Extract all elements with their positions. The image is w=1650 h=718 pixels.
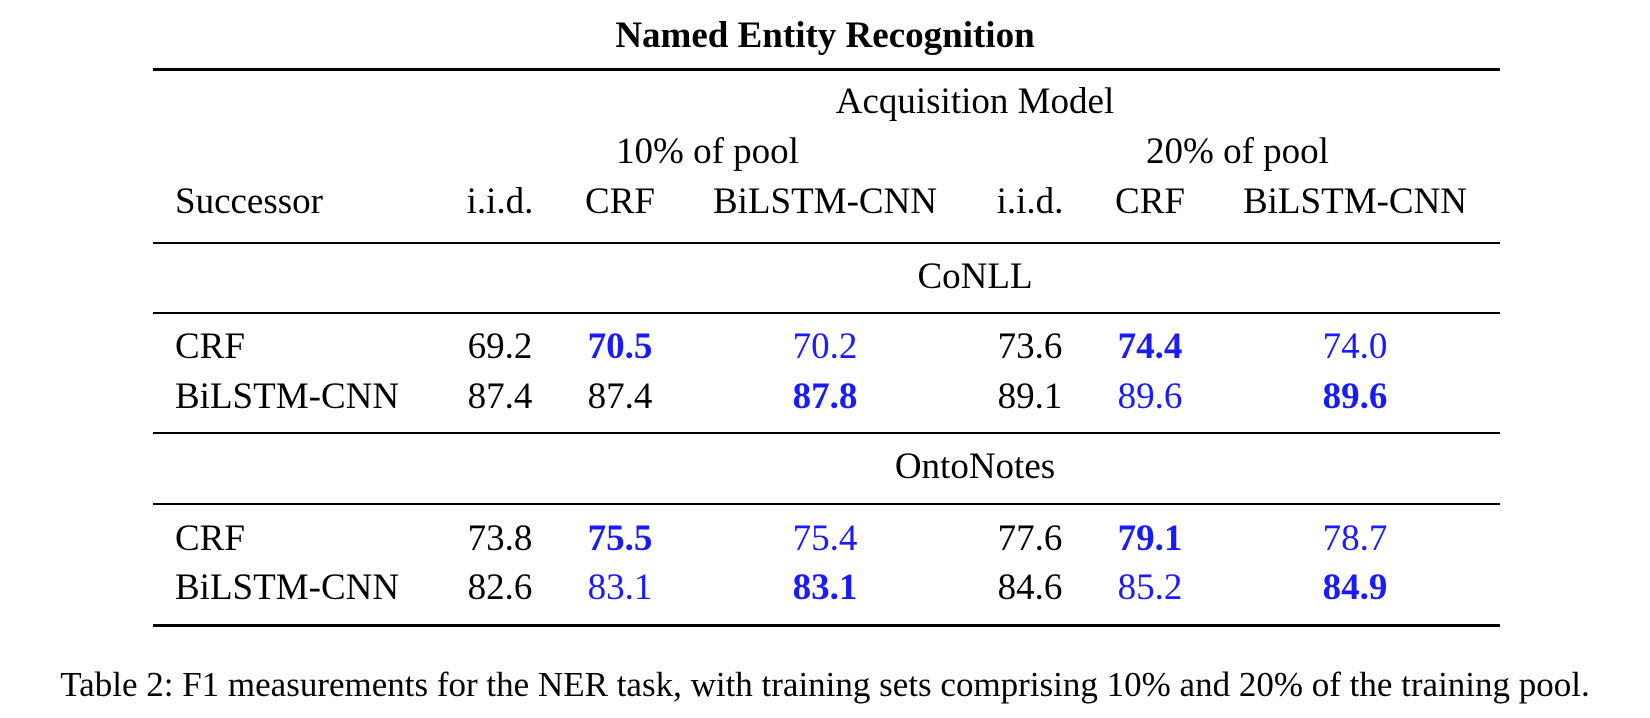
table-cell: 77.6 bbox=[997, 518, 1063, 559]
table-cell: 70.5 bbox=[587, 326, 653, 367]
pool-20-header: 20% of pool bbox=[1146, 131, 1329, 172]
section-rule-ontonotes bbox=[153, 503, 1500, 505]
section-rule-conll bbox=[153, 312, 1500, 314]
table-cell: 83.1 bbox=[792, 567, 858, 608]
header-rule bbox=[153, 242, 1500, 244]
table-cell: 84.6 bbox=[997, 567, 1063, 608]
section-divider bbox=[153, 432, 1500, 434]
table-cell: 78.7 bbox=[1322, 518, 1388, 559]
successor-header: Successor bbox=[175, 181, 323, 222]
col-header-bilstm-10: BiLSTM-CNN bbox=[712, 181, 938, 222]
table-cell: 85.2 bbox=[1117, 567, 1183, 608]
table-cell: 87.4 bbox=[587, 376, 653, 417]
table-cell: 70.2 bbox=[792, 326, 858, 367]
table-cell: 69.2 bbox=[467, 326, 533, 367]
col-header-bilstm-20: BiLSTM-CNN bbox=[1242, 181, 1468, 222]
col-header-iid-10: i.i.d. bbox=[466, 181, 534, 222]
table-cell: 87.4 bbox=[467, 376, 533, 417]
table-cell: 73.8 bbox=[467, 518, 533, 559]
top-rule bbox=[153, 68, 1500, 71]
section-title-ontonotes: OntoNotes bbox=[894, 446, 1056, 487]
table-cell: 75.5 bbox=[587, 518, 653, 559]
row-label: CRF bbox=[175, 518, 245, 559]
table-title: Named Entity Recognition bbox=[615, 15, 1035, 56]
table-cell: 79.1 bbox=[1117, 518, 1183, 559]
pool-10-header-label: 10% of pool bbox=[616, 131, 799, 172]
table-cell: 84.9 bbox=[1322, 567, 1388, 608]
acquisition-model-header: Acquisition Model bbox=[835, 81, 1115, 122]
table-cell: 75.4 bbox=[792, 518, 858, 559]
table-caption: Table 2: F1 measurements for the NER tas… bbox=[60, 665, 1590, 704]
table-cell: 87.8 bbox=[792, 376, 858, 417]
table-cell: 74.4 bbox=[1117, 326, 1183, 367]
bottom-rule bbox=[153, 624, 1500, 627]
table-cell: 82.6 bbox=[467, 567, 533, 608]
row-label: CRF bbox=[175, 326, 245, 367]
table-cell: 83.1 bbox=[587, 567, 653, 608]
col-header-crf-20: CRF bbox=[1115, 181, 1185, 222]
col-header-crf-10: CRF bbox=[585, 181, 655, 222]
section-title-conll: CoNLL bbox=[917, 256, 1033, 297]
table-cell: 74.0 bbox=[1322, 326, 1388, 367]
table-cell: 89.1 bbox=[997, 376, 1063, 417]
row-label: BiLSTM-CNN bbox=[175, 376, 400, 417]
table-cell: 89.6 bbox=[1322, 376, 1388, 417]
col-header-iid-20: i.i.d. bbox=[996, 181, 1064, 222]
table-cell: 89.6 bbox=[1117, 376, 1183, 417]
table-cell: 73.6 bbox=[997, 326, 1063, 367]
row-label: BiLSTM-CNN bbox=[175, 567, 400, 608]
